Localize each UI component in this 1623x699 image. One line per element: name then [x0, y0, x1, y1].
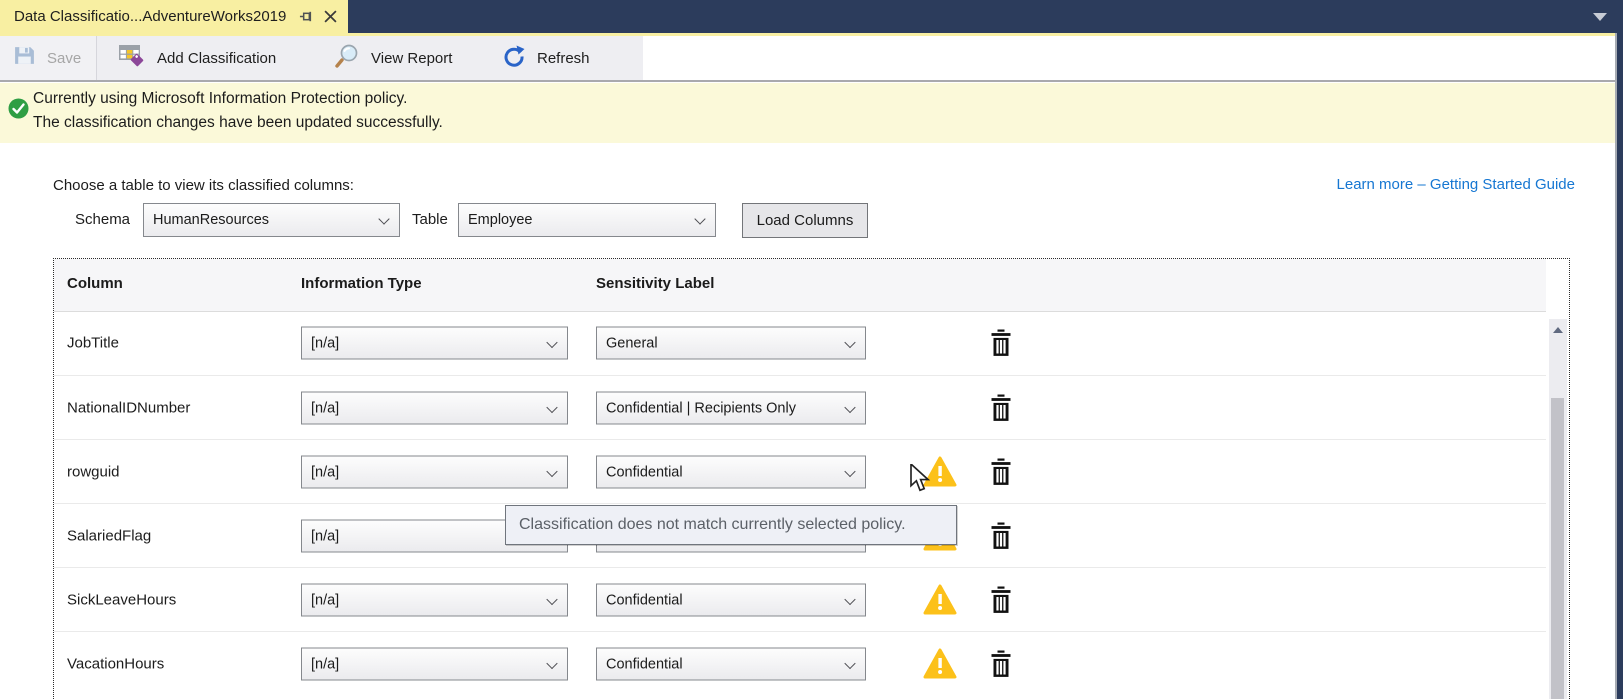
tab-list-chevron-down-icon[interactable] — [1593, 13, 1607, 21]
refresh-label: Refresh — [537, 49, 590, 67]
add-classification-label: Add Classification — [157, 49, 277, 67]
refresh-icon — [502, 44, 526, 73]
toolbar: Save Add Classification — [0, 36, 1615, 80]
delete-classification-button[interactable] — [991, 394, 1011, 422]
policy-warning-icon[interactable] — [923, 648, 957, 680]
chevron-down-icon — [546, 657, 558, 670]
warning-tooltip: Classification does not match currently … — [505, 505, 957, 545]
information-type-select[interactable]: [n/a] — [301, 583, 568, 617]
save-label: Save — [47, 49, 82, 67]
table-row: NationalIDNumber [n/a] Confidential | Re… — [54, 375, 1546, 440]
sensitivity-label-select[interactable]: Confidential — [596, 647, 866, 681]
tab-data-classification[interactable]: Data Classificatio...AdventureWorks2019 — [0, 0, 348, 33]
information-type-select[interactable]: [n/a] — [301, 647, 568, 681]
close-icon[interactable] — [322, 9, 338, 25]
table-row: SickLeaveHours [n/a] Confidential — [54, 567, 1546, 632]
table-header-row: Column Information Type Sensitivity Labe… — [54, 259, 1546, 312]
header-information-type: Information Type — [301, 275, 422, 292]
column-name: NationalIDNumber — [67, 399, 191, 417]
chevron-down-icon — [378, 213, 390, 225]
table-scrollbar-thumb[interactable] — [1551, 398, 1564, 699]
chevron-down-icon — [546, 336, 558, 349]
choose-table-label: Choose a table to view its classified co… — [53, 177, 354, 194]
column-name: JobTitle — [67, 334, 119, 352]
sensitivity-label-select[interactable]: General — [596, 326, 866, 360]
load-columns-button[interactable]: Load Columns — [742, 203, 868, 238]
add-classification-button[interactable]: Add Classification — [116, 36, 276, 80]
chevron-down-icon — [844, 336, 856, 349]
document-tab-bar: Data Classificatio...AdventureWorks2019 — [0, 0, 1623, 33]
chevron-down-icon — [546, 465, 558, 478]
information-type-select[interactable]: [n/a] — [301, 455, 568, 489]
banner-line-2: The classification changes have been upd… — [33, 114, 443, 131]
sensitivity-label-select[interactable]: Confidential — [596, 583, 866, 617]
sensitivity-label-select[interactable]: Confidential | Recipients Only — [596, 391, 866, 425]
chevron-down-icon — [694, 213, 706, 225]
table-row: JobTitle [n/a] General — [54, 311, 1546, 375]
header-sensitivity-label: Sensitivity Label — [596, 275, 715, 292]
classified-columns-table: Column Information Type Sensitivity Labe… — [53, 258, 1570, 699]
view-report-button[interactable]: View Report — [334, 36, 452, 80]
delete-classification-button[interactable] — [991, 586, 1011, 614]
policy-warning-icon[interactable] — [923, 456, 957, 488]
status-banner: Currently using Microsoft Information Pr… — [0, 83, 1615, 143]
header-column: Column — [67, 275, 123, 292]
column-name: VacationHours — [67, 655, 165, 673]
table-select-value: Employee — [468, 212, 533, 228]
refresh-button[interactable]: Refresh — [502, 36, 590, 80]
column-name: SalariedFlag — [67, 527, 152, 545]
success-check-icon — [8, 98, 29, 124]
banner-line-1: Currently using Microsoft Information Pr… — [33, 90, 408, 107]
chevron-down-icon — [546, 593, 558, 606]
chevron-down-icon — [844, 401, 856, 414]
tab-title: Data Classificatio...AdventureWorks2019 — [14, 8, 287, 25]
chevron-down-icon — [844, 593, 856, 606]
schema-select[interactable]: HumanResources — [143, 203, 400, 237]
save-button[interactable]: Save — [13, 36, 81, 80]
view-report-label: View Report — [371, 49, 453, 67]
add-classification-icon — [116, 43, 146, 74]
chevron-down-icon — [546, 401, 558, 414]
policy-warning-icon[interactable] — [923, 584, 957, 616]
table-label: Table — [412, 211, 448, 228]
information-type-select[interactable]: [n/a] — [301, 326, 568, 360]
column-name: SickLeaveHours — [67, 591, 177, 609]
chevron-down-icon — [844, 465, 856, 478]
warning-tooltip-text: Classification does not match currently … — [519, 516, 906, 533]
active-tab-accent-strip — [0, 33, 1615, 36]
chevron-down-icon — [844, 657, 856, 670]
delete-classification-button[interactable] — [991, 650, 1011, 678]
delete-classification-button[interactable] — [991, 522, 1011, 550]
information-type-select[interactable]: [n/a] — [301, 391, 568, 425]
delete-classification-button[interactable] — [991, 458, 1011, 486]
delete-classification-button[interactable] — [991, 329, 1011, 357]
learn-more-link[interactable]: Learn more – Getting Started Guide — [1336, 176, 1575, 193]
table-select[interactable]: Employee — [458, 203, 716, 237]
schema-select-value: HumanResources — [153, 212, 270, 228]
schema-label: Schema — [75, 211, 131, 228]
column-name: rowguid — [67, 463, 120, 481]
sensitivity-label-select[interactable]: Confidential — [596, 455, 866, 489]
scrollbar-up-arrow-icon[interactable] — [1553, 327, 1563, 333]
table-row: rowguid [n/a] Confidential — [54, 439, 1546, 504]
magnifier-icon — [334, 43, 360, 74]
toolbar-divider — [0, 80, 1615, 82]
save-icon — [13, 44, 36, 72]
window-right-edge — [1615, 33, 1623, 699]
table-row: VacationHours [n/a] Confidential — [54, 631, 1546, 696]
pin-icon[interactable] — [298, 9, 314, 25]
